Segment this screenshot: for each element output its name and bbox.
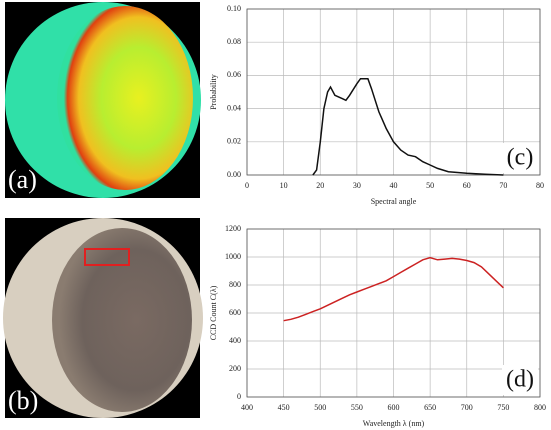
x-tick-label: 80 [536,181,544,190]
x-tick-label: 500 [314,403,326,412]
x-tick-label: 60 [463,181,471,190]
y-axis-label: Probability [209,74,218,110]
image-b: (b) [3,218,203,418]
y-tick-label: 0.02 [227,137,241,146]
y-tick-label: 0.00 [227,170,241,179]
y-tick-label: 600 [229,308,241,317]
panel-label: (b) [8,386,38,415]
x-tick-label: 0 [245,181,249,190]
y-tick-label: 1000 [225,252,241,261]
annotation: (c) [507,145,534,171]
panel-label: (a) [8,165,37,194]
y-axis-label: CCD Count C(λ) [209,285,218,340]
y-tick-label: 400 [229,336,241,345]
image-a: (a) [5,2,201,198]
x-tick-label: 800 [534,403,546,412]
x-tick-label: 550 [351,403,363,412]
figure: (a) (b) 0.00 0.02 0.04 0.06 0.08 0.10 0 10 20 30 4… [0,0,551,430]
y-tick-label: 0 [237,392,241,401]
y-tick-label: 0.10 [227,4,241,13]
data-line [313,79,504,175]
x-tick-label: 600 [388,403,400,412]
x-tick-label: 20 [316,181,324,190]
y-tick-label: 0.06 [227,70,241,79]
y-tick-label: 0.04 [227,103,241,112]
y-tick-label: 200 [229,364,241,373]
x-tick-label: 30 [353,181,361,190]
x-tick-label: 10 [280,181,288,190]
x-tick-label: 700 [461,403,473,412]
x-tick-label: 650 [424,403,436,412]
x-tick-label: 50 [426,181,434,190]
annotation: (d) [506,367,534,393]
y-tick-label: 1200 [225,224,241,233]
x-tick-label: 70 [499,181,507,190]
y-tick-label: 0.08 [227,37,241,46]
x-tick-label: 40 [390,181,398,190]
x-tick-label: 400 [241,403,253,412]
x-tick-label: 750 [497,403,509,412]
x-axis-label: Spectral angle [371,197,417,206]
x-axis-label: Wavelength λ (nm) [363,419,425,428]
x-tick-label: 450 [278,403,290,412]
y-tick-label: 800 [229,280,241,289]
